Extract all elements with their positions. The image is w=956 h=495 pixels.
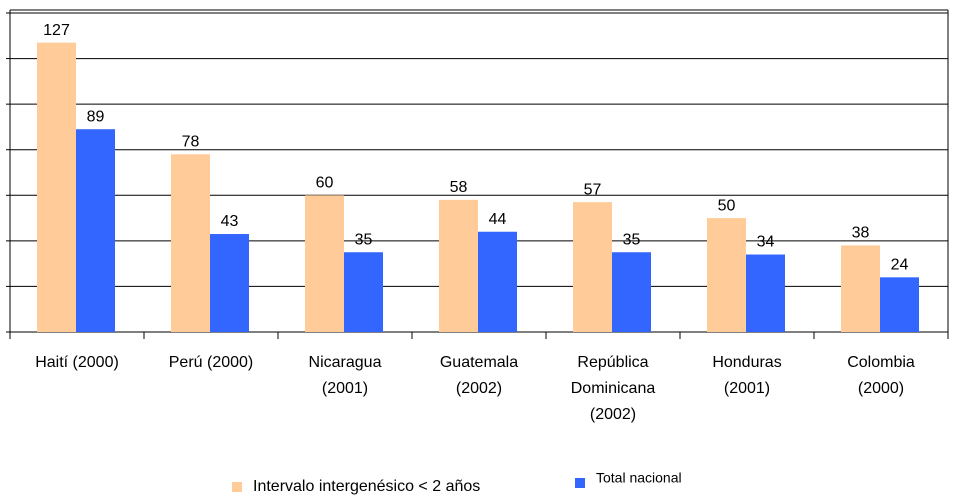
x-tick-label: Honduras [712, 354, 781, 371]
x-tick-label: Perú (2000) [169, 354, 254, 371]
value-label: 24 [891, 257, 909, 274]
legend-swatch [575, 478, 585, 488]
x-tick-label: (2002) [590, 406, 636, 423]
value-label: 43 [221, 213, 239, 230]
value-label: 44 [489, 211, 507, 228]
value-label: 57 [584, 181, 602, 198]
x-tick-label: Guatemala [440, 354, 518, 371]
bar [612, 252, 651, 332]
value-label: 35 [623, 231, 641, 248]
legend-label: Total nacional [596, 470, 682, 486]
value-label: 60 [316, 175, 334, 192]
bar [76, 129, 115, 332]
value-label: 35 [355, 231, 373, 248]
value-label: 78 [182, 133, 200, 150]
bar [478, 231, 517, 332]
x-tick-label: (2001) [724, 380, 770, 397]
value-label: 34 [757, 234, 775, 251]
value-label: 58 [450, 179, 468, 196]
value-label: 50 [718, 197, 736, 214]
bar [841, 245, 880, 332]
bar [171, 154, 210, 332]
bar [707, 218, 746, 332]
bar [880, 277, 919, 332]
bar [305, 195, 344, 332]
value-label: 89 [87, 108, 105, 125]
x-tick-label: (2002) [456, 380, 502, 397]
legend-label: Intervalo intergenésico < 2 años [253, 478, 480, 495]
x-tick-label: Nicaragua [309, 354, 382, 371]
x-tick-label: Colombia [847, 354, 915, 371]
x-tick-label: (2001) [322, 380, 368, 397]
bar [439, 199, 478, 332]
legend-swatch [232, 482, 242, 492]
x-tick-label: (2000) [858, 380, 904, 397]
bar [573, 202, 612, 332]
value-label: 127 [43, 22, 70, 39]
bar [210, 234, 249, 332]
bar [746, 254, 785, 332]
bar [344, 252, 383, 332]
x-tick-label: República [577, 354, 648, 371]
value-label: 38 [852, 225, 870, 242]
x-tick-label: Dominicana [571, 380, 656, 397]
bar [37, 42, 76, 332]
x-tick-label: Haití (2000) [35, 354, 119, 371]
